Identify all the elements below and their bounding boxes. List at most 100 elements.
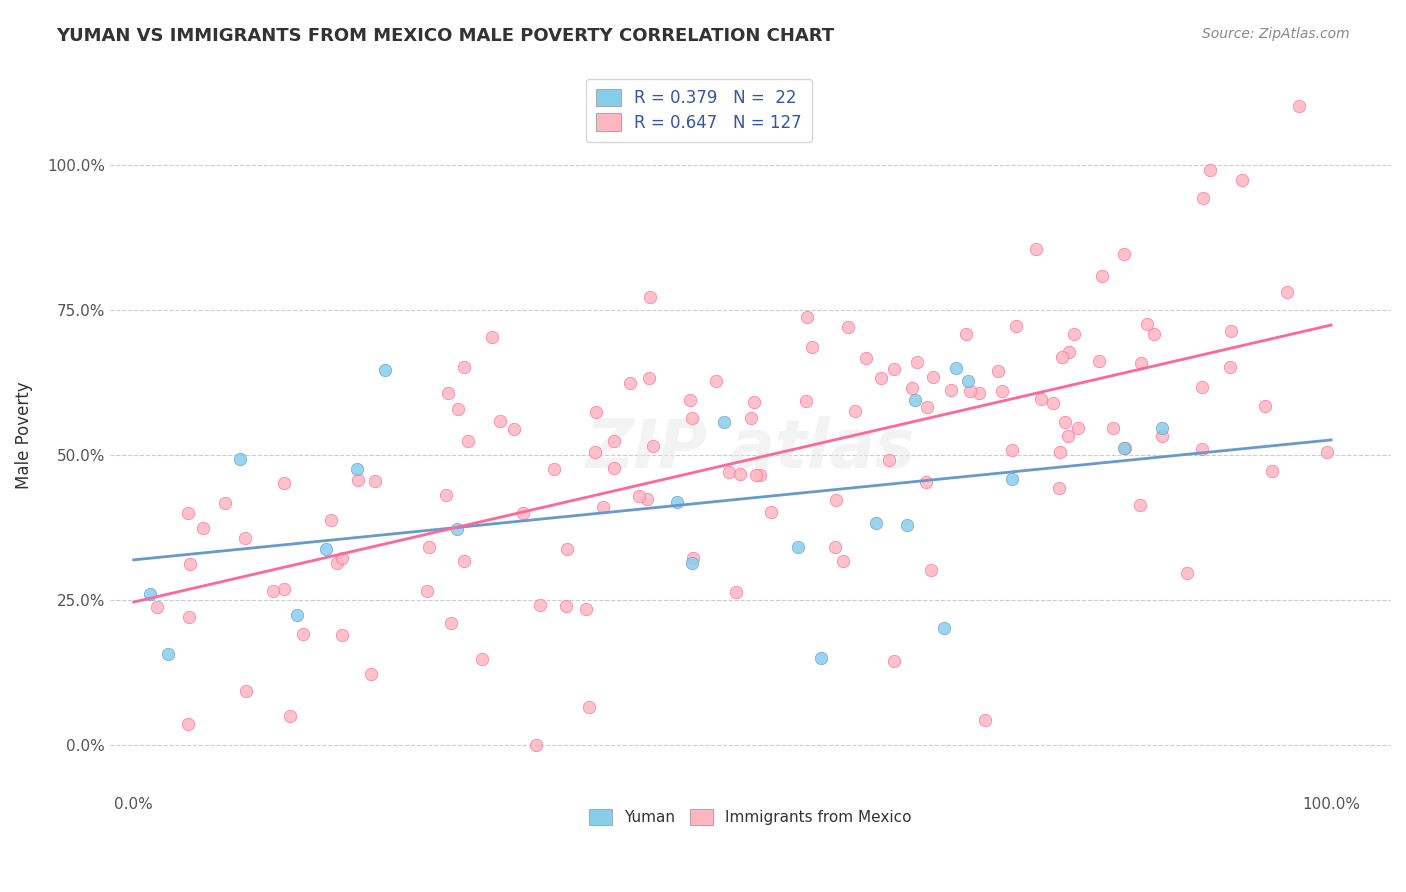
Point	[489, 414, 512, 428]
Point	[1052, 350, 1074, 364]
Point	[273, 582, 295, 596]
Point	[744, 394, 766, 409]
Point	[905, 354, 928, 368]
Point	[1101, 421, 1123, 435]
Point	[330, 628, 353, 642]
Point	[285, 608, 308, 623]
Point	[1025, 242, 1047, 256]
Point	[278, 709, 301, 723]
Point	[481, 330, 503, 344]
Point	[877, 453, 900, 467]
Point	[824, 541, 846, 555]
Point	[262, 583, 284, 598]
Point	[1129, 499, 1152, 513]
Point	[319, 513, 342, 527]
Point	[724, 584, 747, 599]
Point	[524, 739, 547, 753]
Point	[1063, 326, 1085, 341]
Point	[315, 542, 337, 557]
Point	[638, 289, 661, 303]
Point	[346, 461, 368, 475]
Point	[1066, 421, 1088, 435]
Point	[555, 541, 578, 556]
Point	[434, 488, 457, 502]
Point	[1254, 399, 1277, 413]
Point	[1150, 421, 1173, 435]
Point	[273, 475, 295, 490]
Point	[1230, 173, 1253, 187]
Point	[418, 540, 440, 554]
Point	[146, 600, 169, 615]
Point	[1047, 481, 1070, 495]
Text: YUMAN VS IMMIGRANTS FROM MEXICO MALE POVERTY CORRELATION CHART: YUMAN VS IMMIGRANTS FROM MEXICO MALE POV…	[56, 27, 834, 45]
Point	[920, 563, 942, 577]
Point	[1001, 472, 1024, 486]
Y-axis label: Male Poverty: Male Poverty	[15, 381, 32, 489]
Point	[1288, 99, 1310, 113]
Point	[643, 439, 665, 453]
Point	[440, 616, 463, 631]
Point	[346, 473, 368, 487]
Point	[1057, 344, 1080, 359]
Point	[718, 465, 741, 479]
Point	[638, 371, 661, 385]
Point	[796, 310, 818, 325]
Point	[794, 394, 817, 409]
Point	[681, 556, 703, 570]
Point	[179, 610, 201, 624]
Point	[810, 651, 832, 665]
Point	[967, 386, 990, 401]
Point	[554, 599, 576, 613]
Point	[681, 410, 703, 425]
Point	[139, 587, 162, 601]
Point	[745, 468, 768, 483]
Point	[235, 683, 257, 698]
Point	[1220, 324, 1243, 338]
Point	[787, 540, 810, 554]
Point	[453, 359, 475, 374]
Point	[543, 462, 565, 476]
Point	[1191, 442, 1213, 456]
Point	[374, 363, 396, 377]
Text: Source: ZipAtlas.com: Source: ZipAtlas.com	[1202, 27, 1350, 41]
Point	[1114, 247, 1136, 261]
Point	[191, 521, 214, 535]
Point	[1129, 356, 1152, 370]
Point	[883, 654, 905, 668]
Point	[416, 583, 439, 598]
Point	[932, 622, 955, 636]
Point	[945, 360, 967, 375]
Point	[1199, 162, 1222, 177]
Point	[229, 452, 252, 467]
Point	[1275, 285, 1298, 299]
Point	[665, 495, 688, 509]
Point	[636, 491, 658, 506]
Point	[883, 362, 905, 376]
Point	[991, 384, 1014, 399]
Point	[1091, 268, 1114, 283]
Point	[904, 392, 927, 407]
Point	[235, 532, 257, 546]
Point	[512, 507, 534, 521]
Point	[855, 351, 877, 365]
Point	[759, 505, 782, 519]
Point	[1005, 318, 1028, 333]
Legend: Yuman, Immigrants from Mexico: Yuman, Immigrants from Mexico	[579, 800, 921, 834]
Point	[291, 626, 314, 640]
Point	[679, 392, 702, 407]
Point	[1316, 445, 1339, 459]
Point	[1001, 442, 1024, 457]
Point	[986, 364, 1008, 378]
Point	[446, 522, 468, 536]
Point	[330, 551, 353, 566]
Point	[619, 376, 641, 390]
Point	[939, 383, 962, 397]
Text: ZIP atlas: ZIP atlas	[586, 416, 915, 482]
Point	[177, 506, 200, 520]
Point	[917, 400, 939, 414]
Point	[179, 557, 201, 571]
Point	[1260, 464, 1282, 478]
Point	[740, 411, 762, 425]
Point	[1114, 441, 1136, 455]
Point	[592, 500, 614, 515]
